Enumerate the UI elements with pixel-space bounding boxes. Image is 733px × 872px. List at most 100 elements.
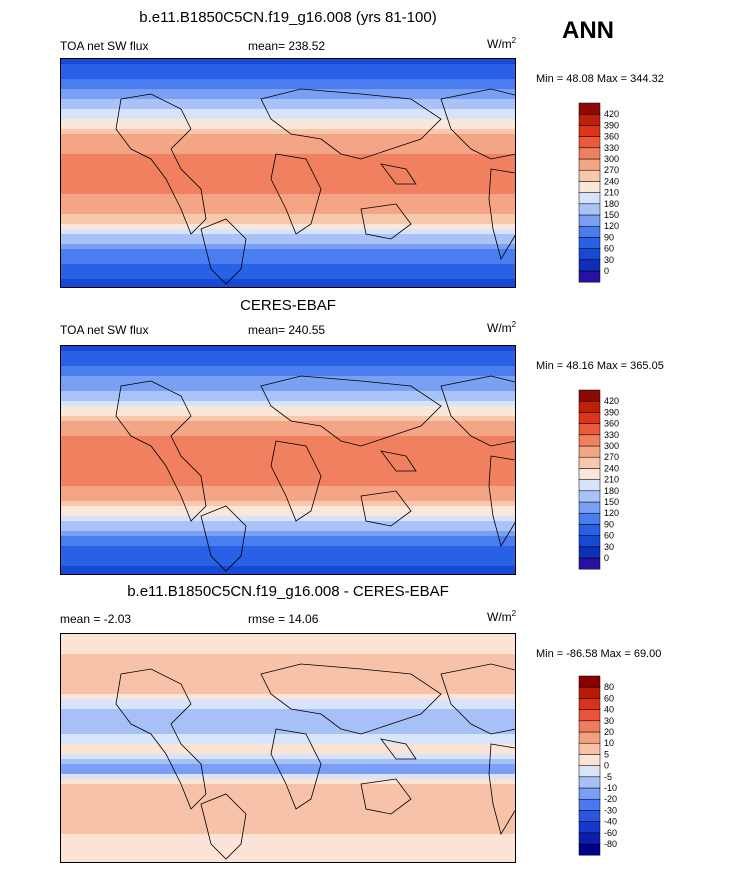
colorbar-tick-label: 5 [604,749,609,759]
map-band [61,501,515,507]
coastline [260,88,442,160]
map-band [61,496,515,502]
map-band [61,109,515,115]
colorbar-box [578,214,601,227]
colorbar-box [578,754,601,766]
map-band [61,659,515,665]
colorbar-box [578,546,601,559]
colorbar-box [578,445,601,458]
map-band [61,84,515,90]
map-band [61,254,515,260]
map-band [61,396,515,402]
colorbar-tick-label: 240 [604,176,619,186]
colorbar-tick-label: 0 [604,761,609,771]
colorbar-box [578,248,601,261]
panel-2-left-label: TOA net SW flux [60,323,149,337]
map-band [61,506,515,512]
map-band [61,764,515,770]
map-band [61,759,515,765]
map-band [61,526,515,532]
coastline [270,728,322,810]
coastline [488,168,515,261]
colorbar-tick-label: 420 [604,396,619,406]
map-band [61,94,515,100]
map-band [61,259,515,265]
colorbar-tick-label: -40 [604,817,617,827]
colorbar-tick-label: 120 [604,221,619,231]
map-band [61,639,515,645]
map-band [61,669,515,675]
panel-1-minmax: Min = 48.08 Max = 344.32 [536,73,664,85]
colorbar-tick-label: 30 [604,716,614,726]
colorbar-tick-label: 60 [604,693,614,703]
map-band [61,79,515,85]
map-band [61,844,515,850]
map-band [61,551,515,557]
map-band [61,244,515,250]
map-band [61,521,515,527]
colorbar-box [578,468,601,480]
map-band [61,239,515,245]
map-band [61,799,515,805]
panel-3-title: b.e11.B1850C5CN.f19_g16.008 - CERES-EBAF [127,583,449,600]
map-band [61,64,515,70]
colorbar-box [578,512,601,525]
colorbar-box [578,125,601,137]
coastline [260,375,442,447]
map-band [61,436,515,442]
map-band [61,174,515,180]
colorbar-tick-label: 240 [604,463,619,473]
coastline [360,778,412,815]
map-band [61,284,515,287]
coastline [488,743,515,836]
map-band [61,466,515,472]
map-band [61,189,515,195]
colorbar-tick-label: 80 [604,682,614,692]
map-band [61,679,515,685]
panel-2-units: W/m2 [487,320,517,335]
map-band [61,859,515,862]
map-band [61,371,515,377]
map-band [61,814,515,820]
coastline [380,163,417,185]
map-band [61,279,515,285]
map-band [61,401,515,407]
colorbar-box [578,524,601,536]
map-band [61,194,515,200]
panel-1-map [60,58,516,288]
colorbar-box [578,479,601,492]
colorbar-tick-label: 150 [604,210,619,220]
coastline [440,375,515,447]
map-band [61,471,515,477]
colorbar-tick-label: 60 [604,531,614,541]
colorbar-box [578,423,601,436]
colorbar-box [578,821,601,834]
map-band [61,69,515,75]
colorbar-tick-label: 420 [604,109,619,119]
map-band [61,709,515,715]
colorbar-tick-label: -60 [604,828,617,838]
panel-2-colorbar: 420 390 360 330 300 270 240 210 180 150 120 90 60 30 0 [578,389,619,570]
map-band [61,431,515,437]
map-band [61,839,515,845]
colorbar-tick-label: 30 [604,255,614,265]
map-band [61,546,515,552]
colorbar-tick-label: 40 [604,705,614,715]
map-band [61,164,515,170]
panel-2-map [60,345,516,575]
colorbar-box [578,237,601,249]
map-band [61,749,515,755]
map-band [61,654,515,660]
map-band [61,486,515,492]
map-band [61,229,515,235]
map-band [61,719,515,725]
map-band [61,139,515,145]
coastline [440,663,515,735]
colorbar-tick-label: 0 [604,266,609,276]
coastline [380,450,417,472]
map-band [61,451,515,457]
map-band [61,234,515,240]
colorbar-tick-label: -5 [604,772,612,782]
map-band [61,744,515,750]
colorbar-tick-label: 360 [604,419,619,429]
